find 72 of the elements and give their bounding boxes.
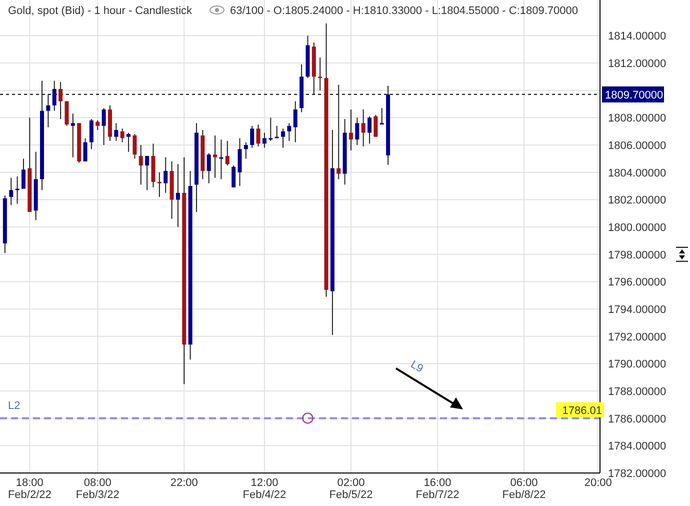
candlestick: [102, 108, 106, 146]
x-tick-label: 12:00 Feb/4/22: [242, 477, 286, 501]
candlestick: [281, 128, 286, 148]
y-tick-label: 1782.00000: [608, 468, 666, 480]
candlestick: [256, 124, 260, 147]
candlestick: [157, 172, 162, 198]
chart-title: Gold, spot (Bid) - 1 hour - Candlestick: [8, 5, 193, 17]
y-tick-label: 1796.00000: [608, 276, 666, 289]
y-tick-label: 1800.00000: [608, 222, 666, 234]
candlestick: [348, 108, 353, 151]
candlestick: [52, 80, 56, 112]
candlestick: [225, 140, 230, 166]
candlestick: [9, 177, 14, 206]
y-tick-label: 1788.00000: [608, 386, 666, 398]
x-tick-label: 16:00 Feb/7/22: [416, 477, 460, 501]
candlestick: [132, 134, 137, 160]
candlestick: [114, 122, 118, 142]
y-tick-label: 1808.00000: [608, 112, 666, 125]
annotation: L9: [408, 358, 426, 376]
candlestick: [83, 138, 88, 162]
candlestick: [206, 152, 211, 184]
candlestick: [176, 164, 180, 228]
y-tick-label: 1784.00000: [608, 440, 666, 453]
y-tick-label: 1790.00000: [608, 358, 666, 371]
y-tick-label: 1802.00000: [608, 194, 666, 207]
y-tick-label: 1786.00000: [608, 413, 666, 426]
candlestick: [262, 132, 266, 148]
candlestick: [244, 142, 248, 160]
ref-line-label: L2: [8, 400, 20, 412]
candlestick: [368, 116, 372, 144]
candlestick: [96, 120, 100, 130]
candlestick: [145, 155, 150, 191]
candlestick: [250, 125, 254, 148]
x-tick-label: 02:00 Feb/5/22: [329, 477, 373, 501]
candlestick: [15, 176, 20, 204]
candlestick: [164, 156, 168, 194]
annotation: 1786.01: [562, 405, 602, 418]
y-tick-label: 1792.00000: [608, 331, 666, 344]
candlestick: [293, 100, 298, 143]
candlestick: [380, 108, 384, 125]
candlestick: [70, 113, 75, 158]
candlestick: [21, 158, 26, 190]
chart-subtitle: 63/100 - O:1805.24000 - H:1810.33000 - L:1804.55000 - C:1809.70000: [230, 5, 578, 17]
y-tick-label: 1814.00000: [608, 30, 666, 43]
x-tick-label: 22:00: [170, 477, 198, 489]
candlestick: [318, 57, 322, 91]
candlestick: [268, 117, 273, 142]
y-tick-label: 1812.00000: [608, 58, 666, 70]
x-tick-label: 08:00 Feb/3/22: [76, 477, 120, 501]
candlestick: [126, 132, 131, 152]
candlestick: [138, 144, 143, 186]
x-tick-label: 06:00 Feb/8/22: [502, 477, 546, 501]
y-tick-label: 1794.00000: [608, 304, 666, 316]
candlestick: [361, 108, 366, 147]
candlestick: [46, 94, 50, 128]
candlestick: [374, 114, 378, 138]
candlestick: [287, 122, 292, 142]
y-tick-label: 1804.00000: [608, 167, 666, 180]
candlestick: [232, 165, 236, 188]
ref-line-label: 1809.70000: [605, 89, 664, 102]
candlestick: [213, 134, 218, 178]
y-tick-label: 1798.00000: [608, 249, 666, 262]
candlestick: [89, 118, 94, 150]
candlestick: [120, 128, 124, 143]
candlestick: [58, 82, 63, 120]
candlestick: [336, 84, 341, 180]
x-tick-label: 20:00: [584, 477, 612, 489]
x-tick-label: 18:00 Feb/2/22: [8, 477, 52, 501]
candlestick: [238, 138, 242, 186]
candlestick: [64, 100, 69, 126]
candlestick: [355, 117, 360, 146]
y-tick-label: 1806.00000: [608, 140, 666, 152]
